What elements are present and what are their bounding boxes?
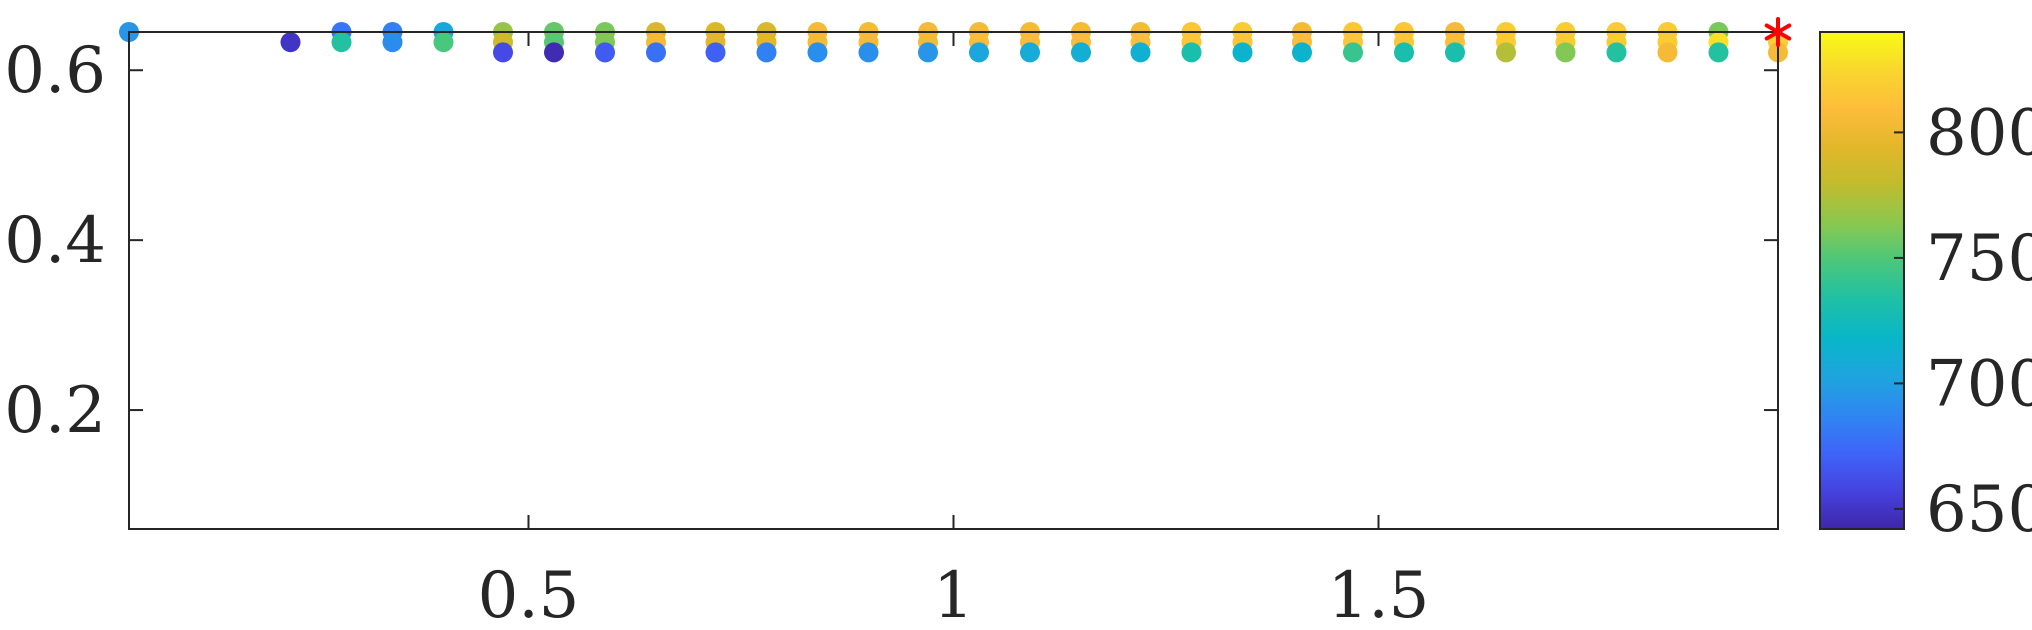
data-point: [1343, 42, 1363, 63]
data-point: [280, 32, 301, 53]
y-tick-label: 0.2: [4, 374, 106, 448]
colorbar-tick-label: 700: [1926, 347, 2032, 421]
data-points: [119, 22, 1788, 63]
data-point: [705, 42, 726, 63]
colorbar-tick-label: 750: [1926, 222, 2032, 296]
data-point: [1130, 42, 1151, 63]
data-point: [807, 42, 828, 63]
data-point: [493, 42, 513, 63]
data-point: [1657, 42, 1678, 63]
plot-area-frame: [128, 31, 1779, 530]
data-point: [595, 42, 615, 63]
data-point: [646, 42, 666, 63]
data-point: [1181, 42, 1202, 63]
colorbar-tick-label: 800: [1926, 96, 2032, 170]
data-point: [1445, 42, 1465, 63]
y-tick-label: 0.6: [4, 34, 106, 108]
colorbar-gradient: [1819, 31, 1905, 530]
data-point: [756, 42, 777, 63]
data-point: [1606, 42, 1627, 63]
colorbar: 650 700 750 800: [1819, 31, 2032, 547]
data-point: [1232, 42, 1253, 63]
y-axis: 0.2 0.4 0.6: [4, 34, 1778, 448]
data-point: [1071, 42, 1091, 63]
x-tick-label: 1.5: [1328, 559, 1430, 630]
data-point: [1496, 42, 1516, 63]
data-point: [382, 32, 403, 53]
data-point: [544, 42, 564, 63]
data-point: [1020, 42, 1040, 63]
data-point: [331, 32, 352, 53]
data-point: [1292, 42, 1312, 63]
data-point: [1708, 42, 1729, 63]
data-point: [858, 42, 879, 63]
data-point: [433, 32, 454, 53]
highlight-marker: [1764, 17, 1792, 47]
y-tick-label: 0.4: [4, 204, 106, 278]
x-axis: 0.5 1 1.5: [478, 32, 1430, 630]
data-point: [918, 42, 938, 63]
data-point: [1394, 42, 1414, 63]
colorbar-tick-label: 650: [1926, 473, 2032, 547]
x-tick-label: 0.5: [478, 559, 580, 630]
x-tick-label: 1: [933, 559, 974, 630]
highlight-asterisk: [1764, 17, 1792, 47]
data-point: [1555, 42, 1576, 63]
data-point: [969, 42, 989, 63]
colorbar-ticks: 650 700 750 800: [1894, 96, 2032, 547]
